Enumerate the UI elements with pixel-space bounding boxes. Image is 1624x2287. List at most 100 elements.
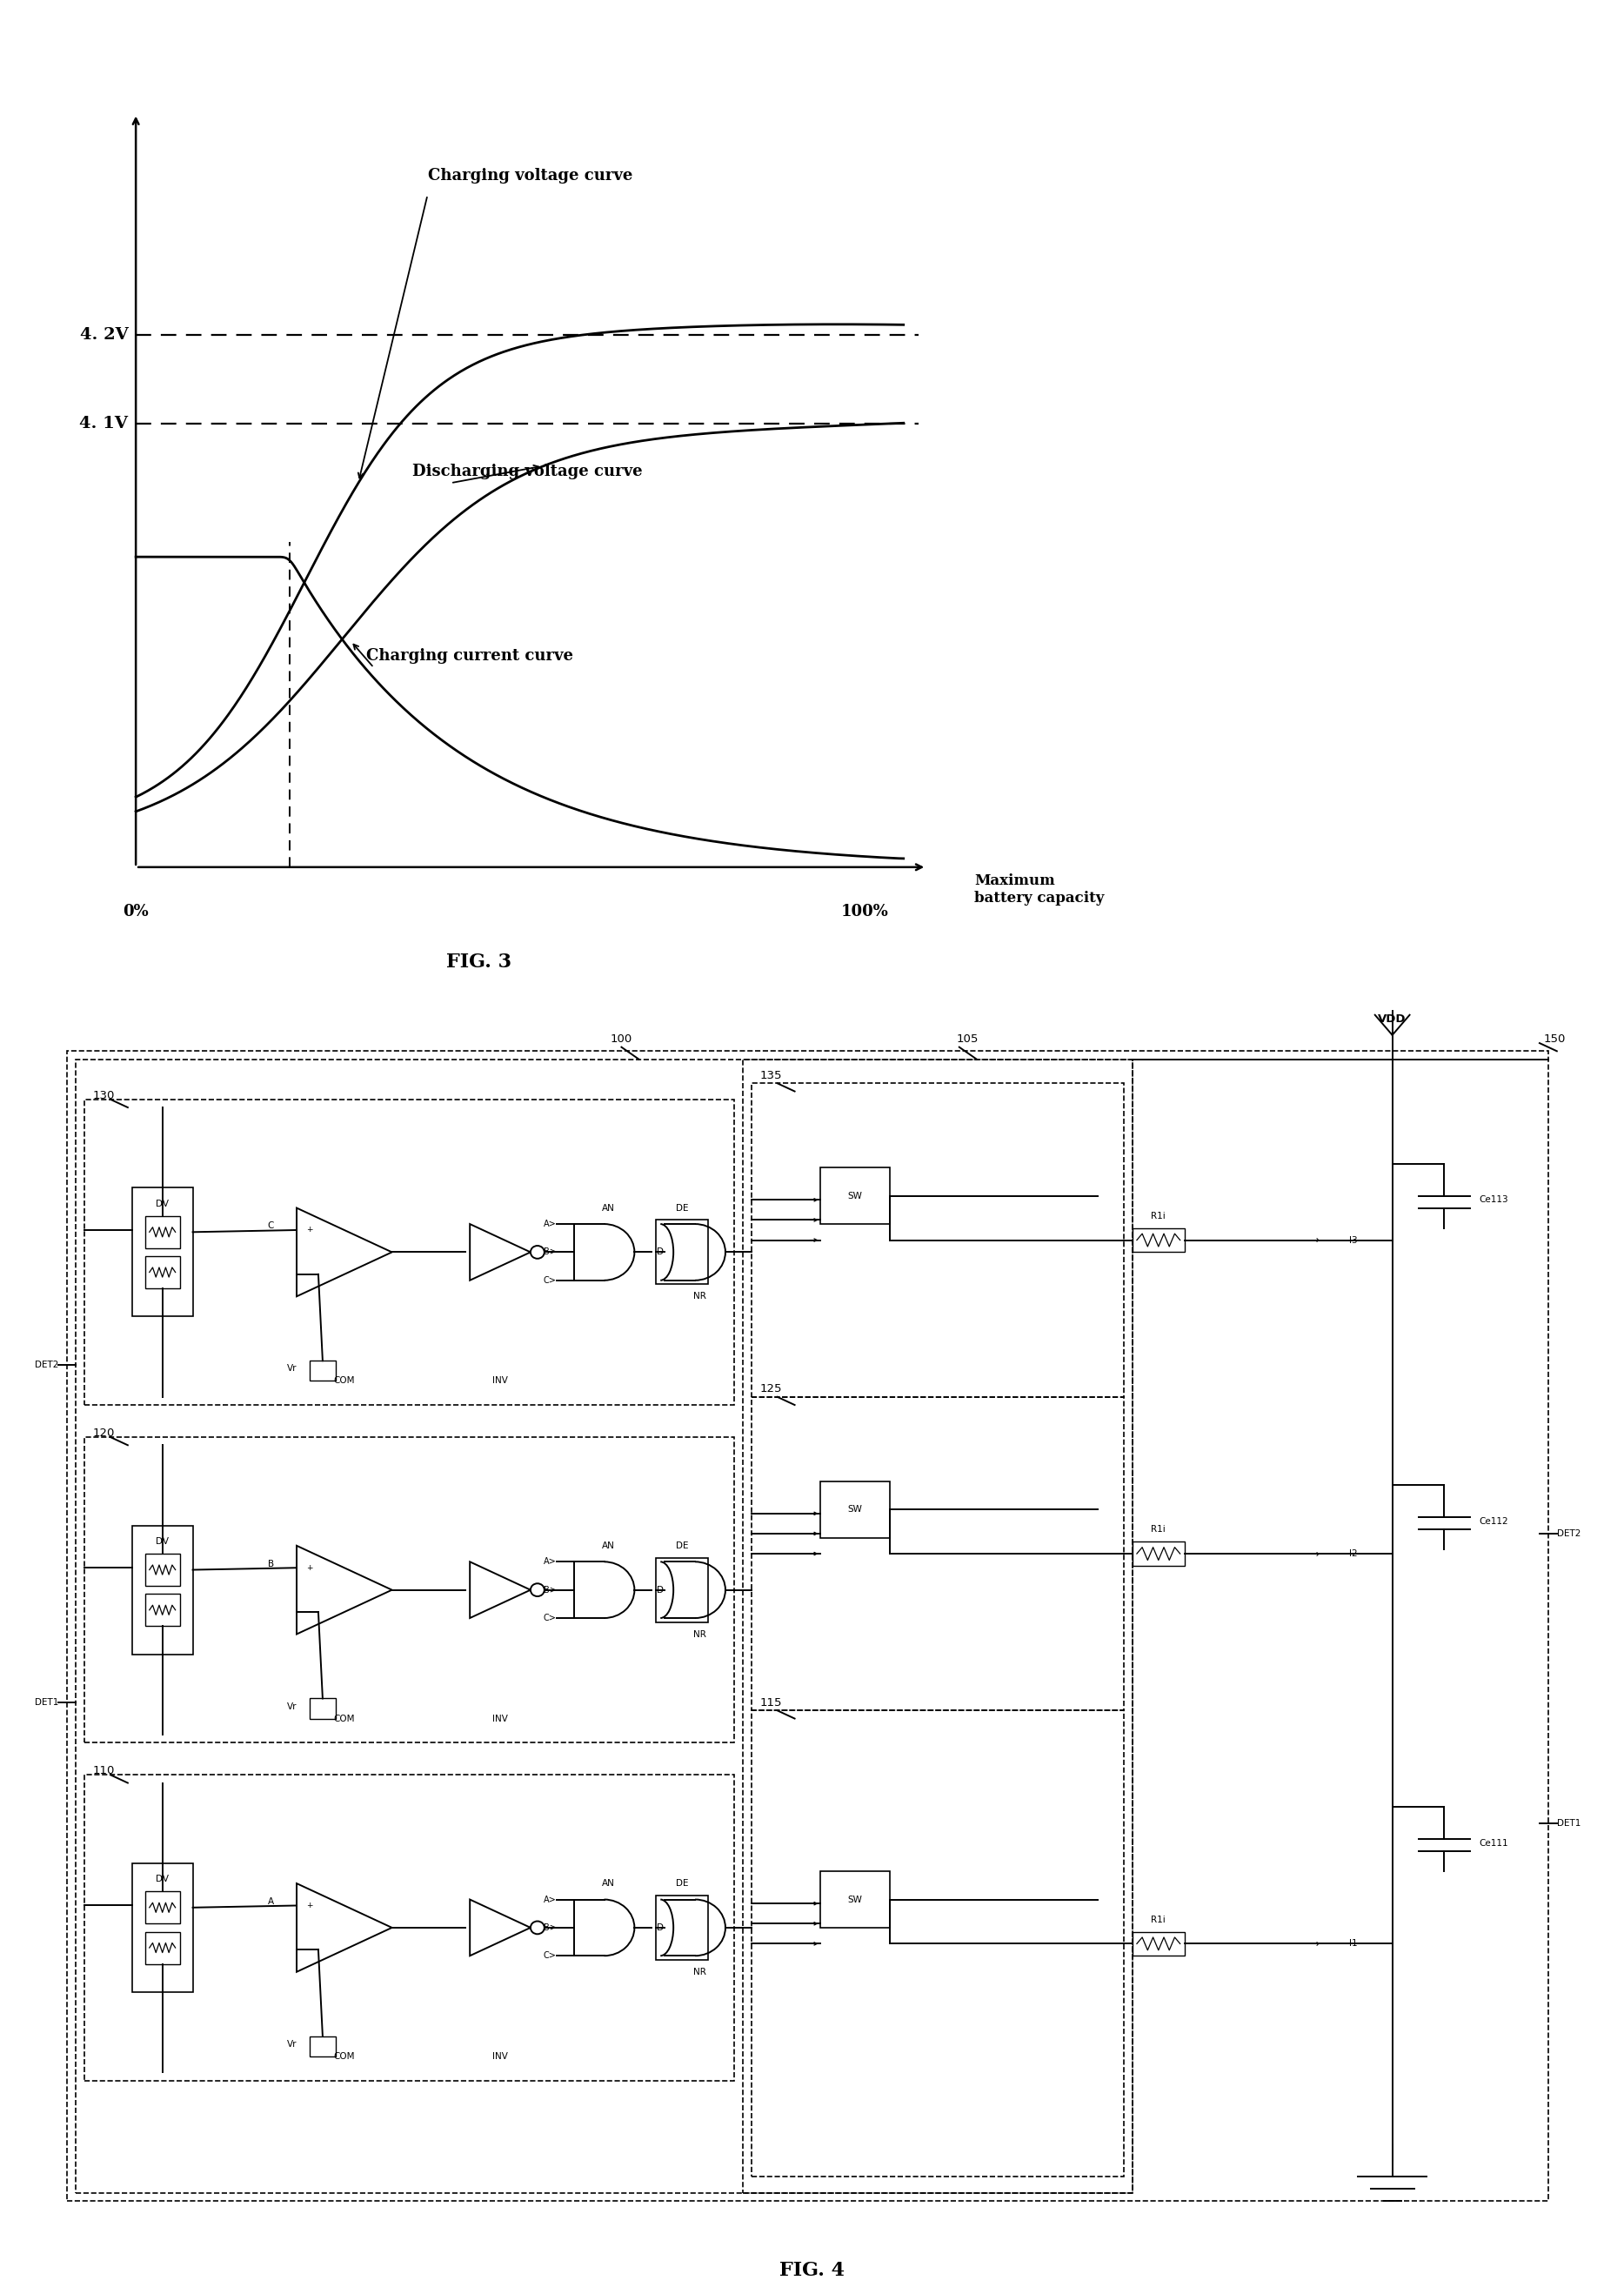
Text: INV: INV (492, 2051, 508, 2061)
Bar (132, 1864, 193, 1992)
Text: FIG. 3: FIG. 3 (447, 954, 512, 972)
Text: COM: COM (333, 1715, 356, 1722)
Bar (656, 1896, 708, 1960)
Text: C: C (268, 1221, 274, 1230)
Text: Vr: Vr (287, 2040, 297, 2049)
Bar (1132, 1933, 1184, 1955)
Bar (752, 1711, 1124, 2177)
Text: A: A (268, 1898, 274, 1905)
Bar (752, 1084, 1124, 1397)
Text: C>: C> (544, 1276, 557, 1285)
Bar (656, 1557, 708, 1621)
Text: R1i: R1i (1151, 1525, 1166, 1535)
Bar (742, 1059, 1132, 2193)
Text: COM: COM (333, 2051, 356, 2061)
Text: Vr: Vr (287, 1365, 297, 1372)
Bar (752, 1397, 1124, 1711)
Bar (84, 1100, 734, 1404)
Text: 4. 1V: 4. 1V (80, 416, 128, 432)
Text: DET2: DET2 (34, 1361, 58, 1370)
Text: NR: NR (693, 1631, 706, 1637)
Text: SW: SW (848, 1896, 862, 1903)
Bar (84, 1775, 734, 2081)
Text: 110: 110 (93, 1766, 115, 1777)
Text: DET1: DET1 (34, 1699, 58, 1706)
Bar (820, 1871, 890, 1928)
Text: B>: B> (544, 1923, 557, 1933)
Text: C>: C> (544, 1615, 557, 1621)
Bar (132, 1525, 193, 1654)
Text: Ce112: Ce112 (1479, 1516, 1509, 1525)
Bar (145, 1553, 180, 1585)
Text: A>: A> (544, 1219, 557, 1228)
Bar (820, 1482, 890, 1537)
Text: D: D (658, 1249, 664, 1256)
Text: I2: I2 (1350, 1548, 1358, 1557)
Text: 4. 2V: 4. 2V (80, 327, 128, 343)
Bar (145, 1933, 180, 1965)
Text: -: - (309, 1608, 312, 1617)
Text: C>: C> (544, 1951, 557, 1960)
Bar (145, 1594, 180, 1626)
Text: R1i: R1i (1151, 1212, 1166, 1221)
Bar (76, 1059, 1132, 2193)
Text: NR: NR (693, 1292, 706, 1301)
Text: DV: DV (156, 1875, 169, 1884)
Text: A>: A> (544, 1896, 557, 1903)
Text: DV: DV (156, 1537, 169, 1546)
Bar (132, 1187, 193, 1317)
Text: COM: COM (333, 1377, 356, 1386)
Text: B: B (268, 1560, 274, 1569)
Text: DET1: DET1 (1557, 1818, 1580, 1827)
Text: SW: SW (848, 1505, 862, 1514)
Text: INV: INV (492, 1715, 508, 1722)
Text: 0%: 0% (123, 903, 149, 919)
Text: D: D (658, 1923, 664, 1933)
Text: SW: SW (848, 1192, 862, 1201)
Text: 135: 135 (760, 1070, 783, 1082)
Text: INV: INV (492, 1377, 508, 1386)
Text: A>: A> (544, 1557, 557, 1567)
Bar (1132, 1228, 1184, 1253)
Text: DE: DE (676, 1880, 689, 1887)
Text: AN: AN (603, 1203, 615, 1212)
Text: D: D (658, 1585, 664, 1594)
Text: +: + (307, 1226, 313, 1235)
Text: NR: NR (693, 1967, 706, 1976)
Text: DV: DV (156, 1201, 169, 1208)
Text: B>: B> (544, 1249, 557, 1256)
Text: Maximum
battery capacity: Maximum battery capacity (974, 874, 1104, 906)
Text: I3: I3 (1350, 1235, 1358, 1244)
Text: VDD: VDD (1379, 1013, 1406, 1025)
Text: 105: 105 (957, 1034, 979, 1045)
Text: →: → (1311, 1235, 1319, 1246)
Text: →: → (1311, 1937, 1319, 1949)
Text: AN: AN (603, 1541, 615, 1551)
Text: R1i: R1i (1151, 1914, 1166, 1923)
Bar (1132, 1541, 1184, 1567)
Bar (656, 1219, 708, 1285)
Text: 125: 125 (760, 1384, 783, 1395)
Text: Ce111: Ce111 (1479, 1839, 1509, 1848)
Text: Charging current curve: Charging current curve (365, 647, 573, 663)
Text: +: + (307, 1564, 313, 1571)
Text: →: → (1311, 1548, 1319, 1560)
Text: 100%: 100% (841, 903, 888, 919)
Text: DE: DE (676, 1541, 689, 1551)
Bar (145, 1217, 180, 1249)
Text: -: - (309, 1269, 312, 1278)
Text: I1: I1 (1350, 1939, 1358, 1949)
Bar (145, 1891, 180, 1923)
Text: B>: B> (544, 1585, 557, 1594)
Bar (310, 2035, 336, 2056)
Text: 115: 115 (760, 1697, 783, 1708)
Bar (310, 1361, 336, 1381)
Text: +: + (307, 1900, 313, 1910)
Text: 120: 120 (93, 1427, 115, 1439)
Text: -: - (309, 1946, 312, 1953)
Text: FIG. 4: FIG. 4 (780, 2262, 844, 2280)
Bar (820, 1169, 890, 1224)
Text: Ce113: Ce113 (1479, 1196, 1509, 1205)
Text: DET2: DET2 (1557, 1530, 1580, 1537)
Text: 100: 100 (611, 1034, 632, 1045)
